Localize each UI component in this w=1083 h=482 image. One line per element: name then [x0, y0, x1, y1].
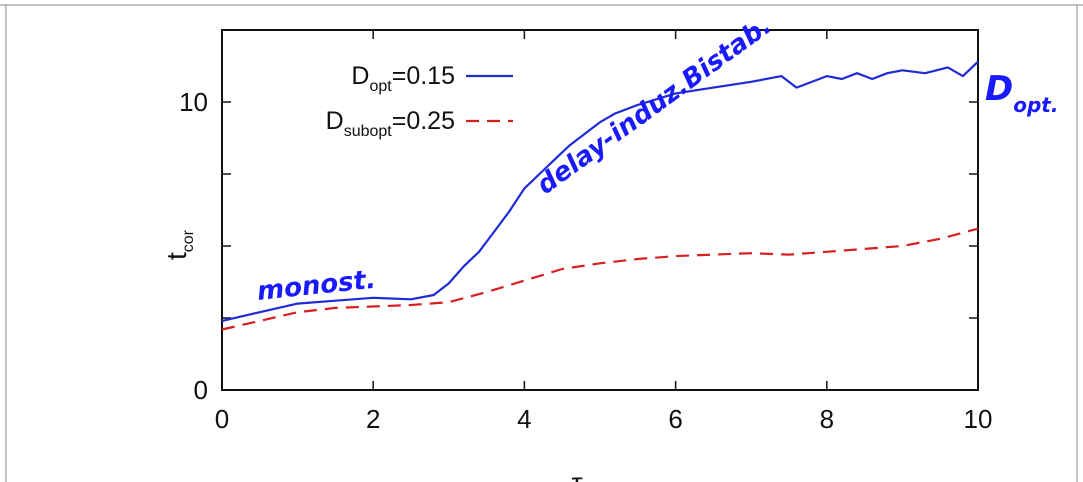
annotation-monostable: monost. — [256, 265, 378, 307]
series-layer — [221, 60, 979, 331]
x-tick-label: 4 — [517, 404, 531, 434]
annotation-delay-induced-bistability: delay-induz.Bistab. — [531, 11, 777, 201]
x-tick-label: 10 — [964, 404, 993, 434]
y-tick-label: 10 — [179, 87, 208, 117]
x-tick-label: 2 — [366, 404, 380, 434]
legend: Dopt=0.15 Dsubopt=0.25 — [326, 62, 513, 140]
x-tick-label: 0 — [215, 404, 229, 434]
x-tick-label: 8 — [820, 404, 834, 434]
series-line-1 — [221, 60, 979, 322]
legend-label-series-2: Dsubopt=0.25 — [326, 107, 455, 140]
axis-ticks: 0 2 4 6 8 10 0 10 — [179, 30, 992, 434]
x-tick-label: 6 — [668, 404, 682, 434]
x-axis-label: τ — [571, 467, 582, 482]
plot-frame — [221, 29, 979, 391]
annotation-d-opt: Dopt. — [985, 69, 1058, 117]
y-axis-label: tcor — [161, 229, 197, 260]
y-tick-label: 0 — [194, 375, 208, 405]
legend-label-series-1: Dopt=0.15 — [351, 62, 455, 95]
series-line-2 — [221, 227, 979, 331]
